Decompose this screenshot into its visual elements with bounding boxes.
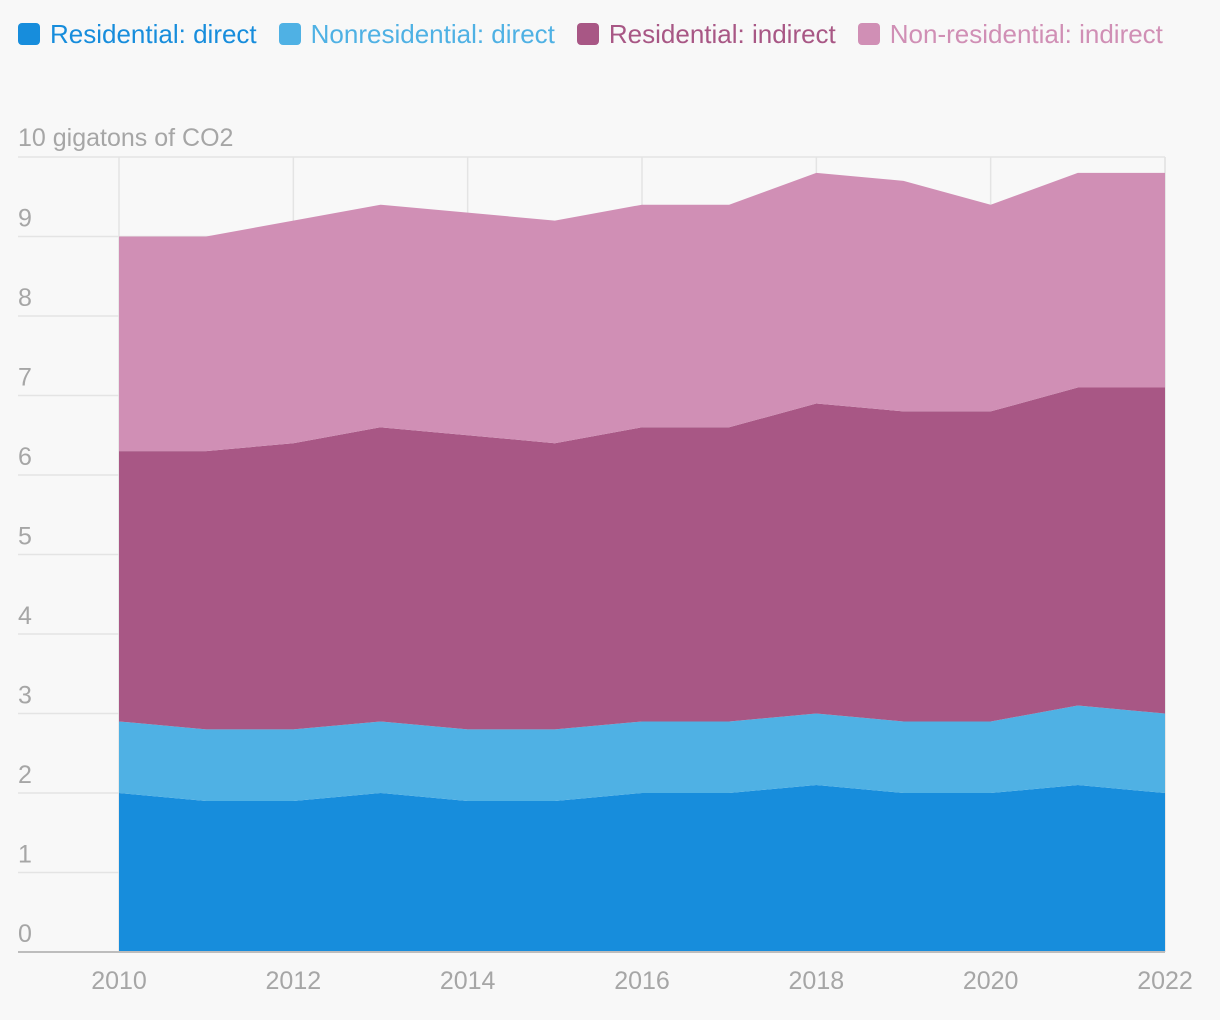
x-tick-label-2012: 2012 <box>266 967 322 995</box>
y-tick-label-0: 0 <box>18 920 32 948</box>
x-tick-label-2016: 2016 <box>614 967 670 995</box>
x-tick-label-2014: 2014 <box>440 967 496 995</box>
legend-item-nonresidential-direct[interactable]: Nonresidential: direct <box>278 19 555 49</box>
legend-label-nonresidential-indirect: Non-residential: indirect <box>889 19 1163 49</box>
chart-legend: Residential: direct Nonresidential: dire… <box>18 20 1208 48</box>
x-tick-label-2020: 2020 <box>963 967 1019 995</box>
area-series-group <box>119 172 1165 952</box>
y-tick-label-7: 7 <box>18 364 32 392</box>
y-tick-label-8: 8 <box>18 284 32 312</box>
area-series-residential-direct <box>119 785 1165 952</box>
axes: 0 1 2 3 4 5 6 7 8 9 2010 2012 2014 2016 2018 2020 2022 <box>18 205 1193 995</box>
y-tick-label-2: 2 <box>18 761 32 789</box>
y-tick-label-5: 5 <box>18 523 32 551</box>
x-tick-label-2018: 2018 <box>789 967 845 995</box>
legend-item-residential-indirect[interactable]: Residential: indirect <box>576 19 836 49</box>
y-axis-title: 10 gigatons of CO2 <box>18 124 233 152</box>
legend-swatch-nonresidential-indirect <box>857 23 880 45</box>
area-series-non-residential-indirect <box>119 172 1165 452</box>
y-tick-label-6: 6 <box>18 443 32 471</box>
legend-label-nonresidential-direct: Nonresidential: direct <box>310 19 555 49</box>
area-series-nonresidential-direct <box>119 705 1165 801</box>
legend-item-nonresidential-indirect[interactable]: Non-residential: indirect <box>857 19 1163 49</box>
x-tick-label-2010: 2010 <box>91 967 147 995</box>
legend-swatch-residential-indirect <box>576 23 599 45</box>
legend-swatch-residential-direct <box>18 23 40 45</box>
y-tick-label-4: 4 <box>18 602 32 630</box>
y-tick-label-3: 3 <box>18 682 32 710</box>
legend-label-residential-indirect: Residential: indirect <box>608 19 836 49</box>
y-tick-label-9: 9 <box>18 205 32 233</box>
x-tick-label-2022: 2022 <box>1137 967 1193 995</box>
legend-item-residential-direct[interactable]: Residential: direct <box>18 20 257 48</box>
legend-swatch-nonresidential-direct <box>278 23 301 45</box>
legend-label-residential-direct: Residential: direct <box>50 19 257 49</box>
y-tick-label-1: 1 <box>18 841 32 869</box>
area-series-residential-indirect <box>119 387 1165 730</box>
